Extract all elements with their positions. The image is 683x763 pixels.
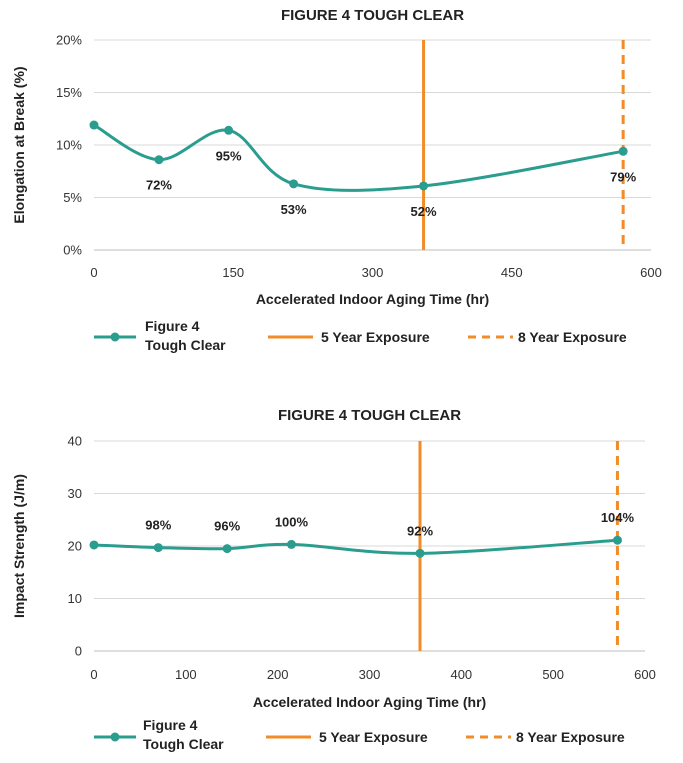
legend-series-label: Figure 4 [143,717,198,733]
data-point [89,540,99,550]
y-tick-label: 15% [56,85,82,100]
x-tick-label: 0 [90,667,97,682]
x-tick-label: 500 [542,667,564,682]
data-point [89,120,99,130]
series-line [93,538,618,555]
series-line [93,123,624,192]
y-axis-title: Elongation at Break (%) [11,66,27,223]
y-axis-title: Impact Strength (J/m) [11,474,27,618]
legend-eight-year-label: 8 Year Exposure [516,729,625,745]
x-tick-label: 600 [634,667,656,682]
data-point [154,155,164,165]
legend-eight-year-label: 8 Year Exposure [518,329,627,345]
data-point [612,535,622,545]
x-tick-label: 200 [267,667,289,682]
legend-five-year-label: 5 Year Exposure [319,729,428,745]
data-point [618,146,628,156]
data-label: 53% [281,202,307,217]
data-label: 98% [145,518,171,533]
data-label: 96% [214,519,240,534]
x-tick-label: 300 [359,667,381,682]
data-point [289,179,299,189]
x-axis-title: Accelerated Indoor Aging Time (hr) [253,694,486,710]
x-tick-label: 450 [501,265,523,280]
x-tick-label: 400 [450,667,472,682]
data-point [222,544,232,554]
data-point [224,125,234,135]
data-point [415,548,425,558]
data-label: 52% [411,204,437,219]
legend-series-marker [110,732,120,742]
legend-series-label: Figure 4 [145,318,200,334]
x-tick-label: 150 [222,265,244,280]
chart-title: FIGURE 4 TOUGH CLEAR [281,7,464,24]
data-label: 104% [601,510,635,525]
y-tick-label: 5% [63,190,82,205]
data-label: 100% [275,514,309,529]
data-point [153,543,163,553]
legend: Figure 4 Tough Clear 5 Year Exposure 8 Year… [94,318,627,353]
y-tick-label: 0% [63,243,82,258]
x-tick-label: 100 [175,667,197,682]
legend-series-label: Tough Clear [145,337,226,353]
legend-five-year-label: 5 Year Exposure [321,329,430,345]
chart-1: FIGURE 4 TOUGH CLEAR 0% 5% 10% 15% 20% 0 150 300… [11,7,662,353]
legend-series-marker [110,332,120,342]
data-label: 92% [407,523,433,538]
data-label: 79% [610,169,636,184]
data-label: 95% [216,148,242,163]
x-tick-label: 300 [362,265,384,280]
chart-title: FIGURE 4 TOUGH CLEAR [278,407,461,424]
y-tick-label: 20% [56,33,82,48]
y-tick-label: 0 [75,644,82,659]
data-point [286,539,296,549]
x-tick-label: 600 [640,265,662,280]
y-tick-label: 30 [68,486,82,501]
data-label: 72% [146,178,172,193]
data-point [419,181,429,191]
y-tick-label: 20 [68,539,82,554]
y-tick-label: 10% [56,138,82,153]
x-tick-label: 0 [90,265,97,280]
y-tick-label: 10 [68,591,82,606]
x-axis-title: Accelerated Indoor Aging Time (hr) [256,291,489,307]
y-tick-label: 40 [68,434,82,449]
legend: Figure 4 Tough Clear 5 Year Exposure 8 Year… [94,717,625,752]
legend-series-label: Tough Clear [143,736,224,752]
